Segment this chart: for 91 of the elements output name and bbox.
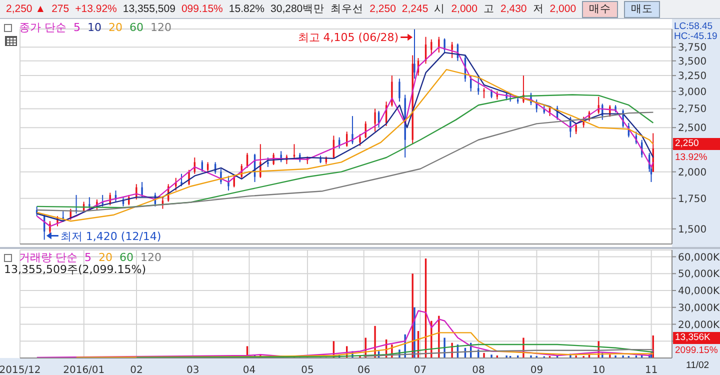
text: 20 [98, 251, 112, 264]
candlestick [206, 162, 209, 174]
candlestick [220, 168, 222, 185]
text: 2,250 [673, 138, 720, 150]
text: 11/02 [686, 360, 710, 372]
text: 60 [130, 21, 144, 34]
text: 15.82% [228, 3, 265, 15]
text: 저 [532, 2, 544, 16]
x-tick-label: 10 [592, 365, 606, 375]
candlestick [359, 134, 361, 146]
y-tick-label: 2,500 [678, 123, 707, 134]
candlestick [478, 75, 480, 96]
text: 매도 [624, 0, 660, 18]
y-tick-label: 3,750 [678, 42, 707, 54]
candlestick [398, 78, 400, 102]
x-tick-label: 05 [301, 365, 314, 375]
text: 13.92% [675, 152, 708, 164]
legend-title: 종가 단순 [19, 20, 66, 35]
annotation: 최고 4,105 (06/28) [298, 31, 399, 44]
text: 13,355,509 [122, 3, 176, 15]
y-tick-label: 50,000K [678, 269, 720, 280]
x-tick-label: 02 [130, 365, 143, 375]
text: 2,000 [550, 3, 576, 15]
y-tick-label: 30,000K [678, 302, 720, 314]
y-tick-label: 3,000 [678, 86, 707, 98]
text: 2,000 [451, 3, 478, 15]
text: HC:-45.19 [674, 31, 718, 43]
candlestick [141, 182, 143, 198]
candlestick [267, 157, 269, 168]
candlestick [430, 38, 432, 56]
candlestick [438, 36, 440, 54]
line-series [136, 344, 654, 358]
text: 099.15% [181, 3, 223, 15]
x-tick-label: 2016/01 [63, 365, 105, 375]
candlestick [188, 169, 190, 186]
candlestick [374, 108, 376, 132]
candlestick [483, 88, 485, 99]
line-series [36, 94, 654, 208]
y-tick-label: 1,750 [678, 194, 707, 205]
text: 2,250 [370, 3, 396, 15]
line-series [363, 348, 654, 357]
candlestick [162, 196, 164, 210]
line-series [76, 332, 654, 358]
text: 2,250 ▲ [6, 3, 46, 15]
text: 275 [52, 3, 70, 15]
text: 고 [483, 2, 494, 16]
text: 60 [120, 251, 134, 264]
text: 13,356K [673, 332, 720, 344]
text: 5 [74, 21, 80, 34]
candlestick [451, 41, 453, 59]
text: 20 [108, 21, 122, 34]
text: +13.92% [75, 3, 117, 15]
x-tick-label: 09 [530, 365, 544, 375]
text: 2,430 [500, 3, 527, 15]
candlestick [352, 116, 354, 145]
x-tick-label: 04 [242, 365, 256, 375]
text: 120 [150, 21, 172, 34]
text: 2,245 [402, 3, 428, 15]
x-tick-label: 06 [357, 365, 370, 375]
y-tick-label: 60,000K [678, 252, 720, 264]
text: 2099.15% [675, 345, 718, 357]
x-tick-label: 07 [414, 365, 427, 375]
text: 매수 [582, 0, 618, 18]
x-tick-label: 08 [472, 365, 485, 375]
x-tick-label: 11 [644, 365, 658, 375]
text: 5 [84, 251, 92, 264]
text: 30,280백만 [270, 2, 325, 16]
y-tick-label: 1,500 [678, 224, 707, 236]
text: 13,355,509주(2,099.15%) [4, 263, 146, 277]
annotation: 최저 1,420 (12/14) [60, 230, 162, 243]
text: LC:58.45 [674, 21, 713, 32]
candlestick [391, 75, 393, 108]
candlestick [414, 29, 416, 80]
legend-title: 거래량 단순 [19, 250, 78, 264]
y-tick-label: 20,000K [678, 320, 720, 331]
candlestick [88, 196, 90, 210]
text: 최우선 [330, 2, 364, 16]
text: 10 [88, 21, 102, 34]
text: 120 [140, 251, 162, 264]
y-tick-label: 2,750 [678, 104, 707, 116]
candlestick [260, 144, 262, 178]
y-tick-label: 3,500 [678, 56, 707, 68]
y-tick-label: 40,000K [678, 286, 720, 298]
x-tick-label: 2015/12 [0, 365, 41, 375]
candlestick [180, 173, 182, 187]
x-tick-label: 03 [186, 365, 200, 375]
y-tick-label: 3,250 [678, 71, 707, 82]
text: 시 [434, 2, 446, 16]
candlestick [228, 175, 230, 192]
y-tick-label: 2,000 [678, 167, 707, 178]
candlestick [444, 38, 446, 54]
